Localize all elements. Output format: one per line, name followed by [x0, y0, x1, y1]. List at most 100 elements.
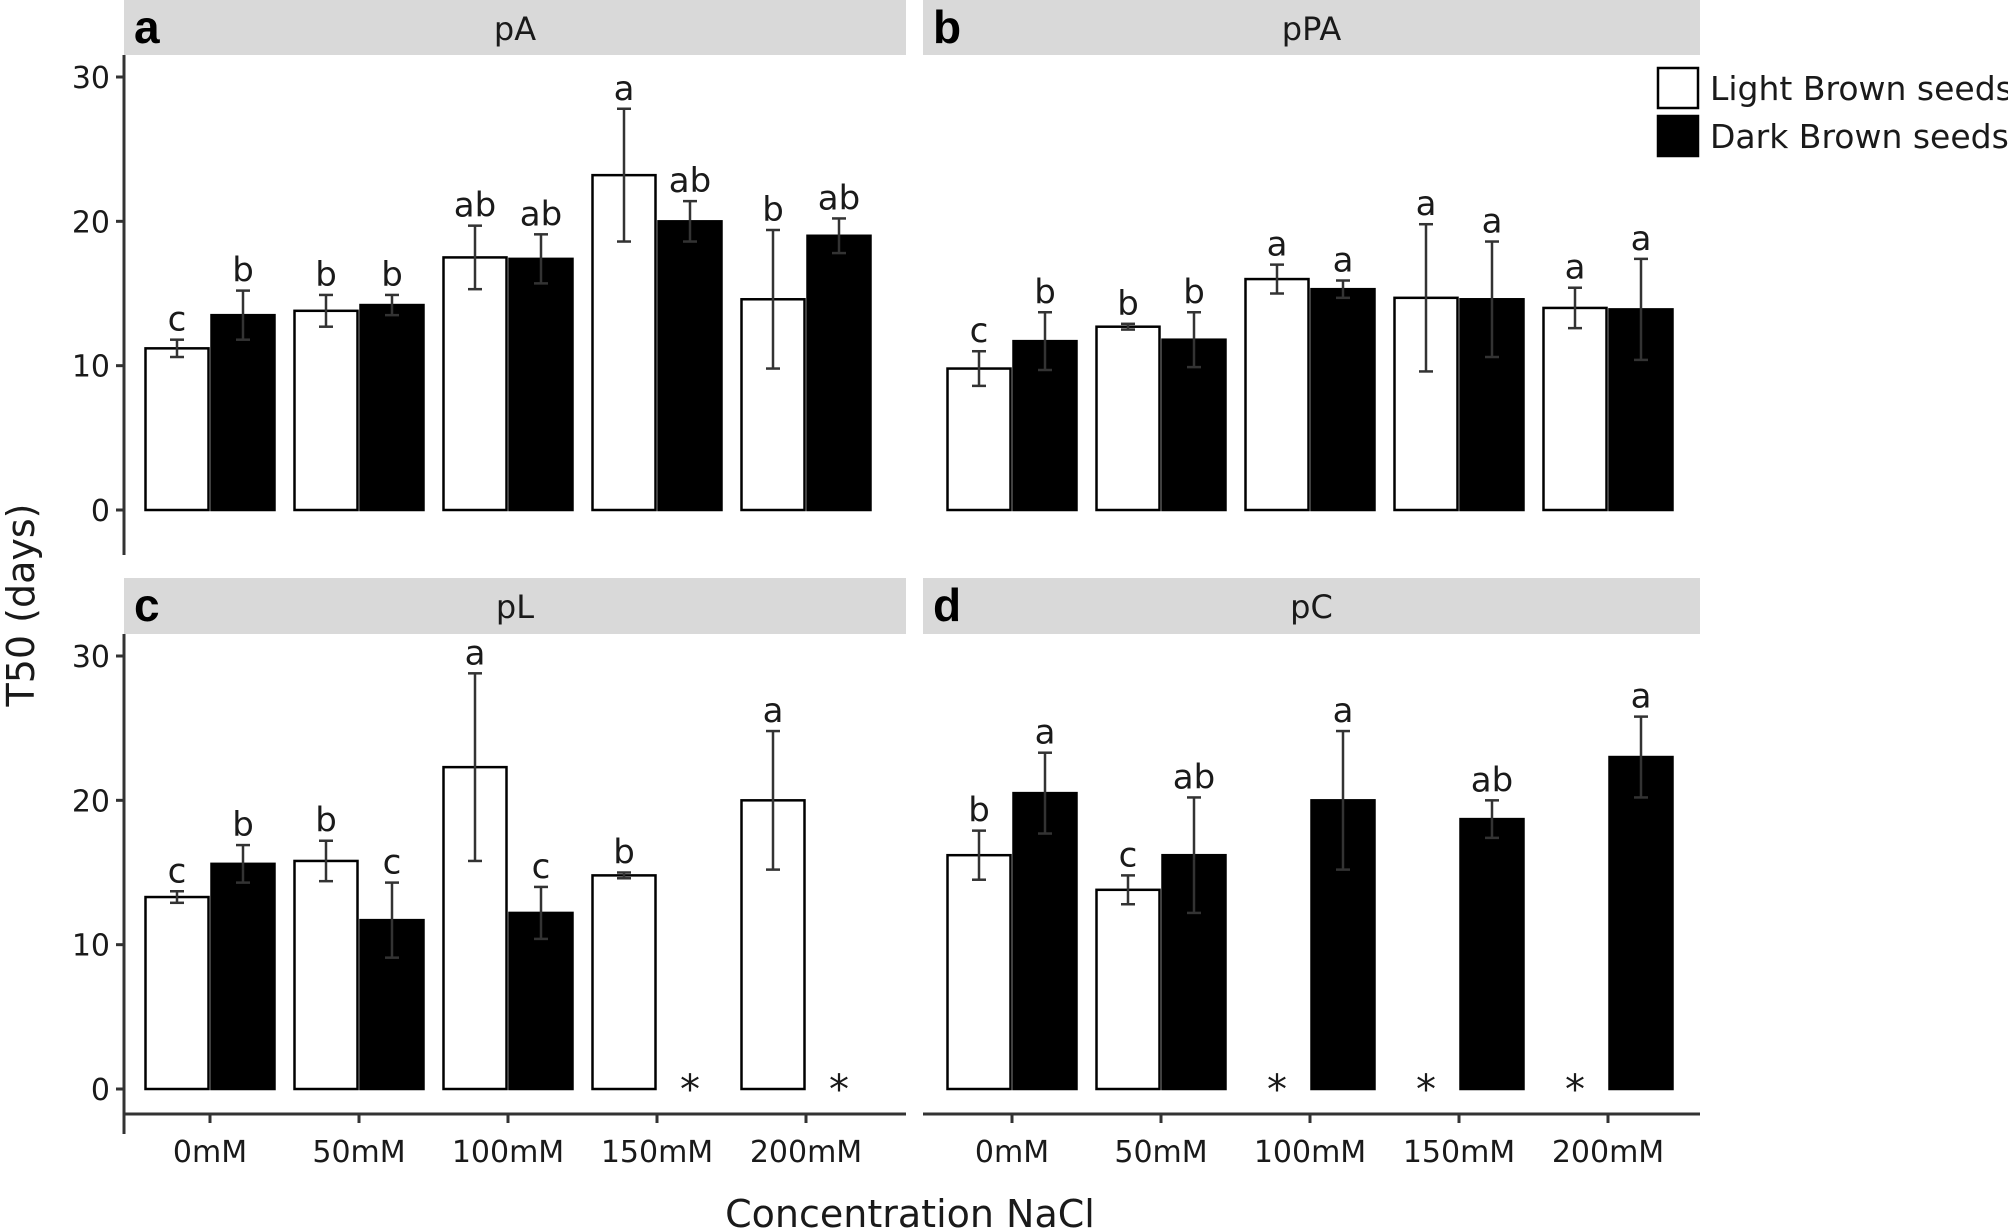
bar-dark: [210, 862, 276, 1091]
significance-label: c: [168, 851, 187, 891]
x-axis-title: Concentration NaCl: [725, 1192, 1095, 1232]
significance-label: a: [614, 69, 635, 109]
missing-marker: *: [1267, 1067, 1287, 1113]
bar-light: [946, 853, 1012, 1091]
strip-label: pL: [496, 588, 534, 626]
x-tick-label: 200mM: [750, 1135, 862, 1170]
bar-dark: [1012, 791, 1078, 1091]
panel-letter: a: [134, 1, 160, 53]
legend-swatch: [1656, 66, 1700, 110]
significance-label: c: [532, 847, 551, 887]
significance-label: a: [1333, 241, 1354, 281]
missing-marker: *: [829, 1067, 849, 1113]
significance-label: b: [315, 801, 337, 841]
significance-label: a: [1631, 677, 1652, 717]
x-tick-label: 150mM: [1403, 1135, 1515, 1170]
y-tick-label: 20: [72, 205, 110, 240]
strip-bg: [923, 0, 1700, 55]
bar-light: [442, 256, 508, 512]
y-axis-title: T50 (days): [0, 504, 43, 708]
y-tick-label: 0: [91, 1073, 110, 1108]
bar-light: [1095, 888, 1161, 1091]
legend-label: Light Brown seeds: [1710, 69, 2008, 108]
significance-label: ab: [1471, 760, 1513, 800]
y-tick-label: 10: [72, 350, 110, 385]
significance-label: c: [383, 843, 402, 883]
bar-light: [1542, 306, 1608, 512]
bar-dark: [210, 313, 276, 512]
significance-label: b: [1183, 272, 1205, 312]
significance-label: b: [232, 251, 254, 291]
x-tick-label: 150mM: [601, 1135, 713, 1170]
significance-label: b: [613, 833, 635, 873]
panel-letter: d: [933, 579, 961, 631]
significance-label: a: [465, 633, 486, 673]
strip-label: pPA: [1282, 10, 1342, 48]
strip-label: pC: [1290, 588, 1333, 626]
significance-label: b: [232, 805, 254, 845]
bar-dark: [657, 220, 723, 512]
x-tick-label: 100mM: [1254, 1135, 1366, 1170]
missing-marker: *: [680, 1067, 700, 1113]
significance-label: a: [1631, 219, 1652, 259]
bar-dark: [1608, 755, 1674, 1091]
x-tick-label: 50mM: [1114, 1135, 1207, 1170]
significance-label: c: [168, 300, 187, 340]
significance-label: ab: [520, 194, 562, 234]
significance-label: a: [1333, 691, 1354, 731]
x-tick-label: 50mM: [312, 1135, 405, 1170]
y-tick-label: 0: [91, 494, 110, 529]
significance-label: ab: [818, 178, 860, 218]
panel-b: b pPA c b b b a a a a a a: [923, 0, 1700, 512]
legend: Light Brown seeds Dark Brown seeds: [1656, 66, 2008, 158]
significance-label: c: [1119, 835, 1138, 875]
strip-label: pA: [494, 10, 536, 48]
significance-label: ab: [454, 186, 496, 226]
bar-light: [144, 347, 210, 512]
x-tick-label: 100mM: [452, 1135, 564, 1170]
significance-label: b: [1117, 284, 1139, 324]
panel-letter: c: [134, 579, 160, 631]
bar-dark: [1310, 287, 1376, 512]
significance-label: a: [1416, 184, 1437, 224]
bar-dark: [508, 911, 574, 1091]
significance-label: b: [968, 791, 990, 831]
legend-swatch: [1656, 114, 1700, 158]
significance-label: a: [1565, 248, 1586, 288]
significance-label: a: [1035, 713, 1056, 753]
bar-dark: [1459, 817, 1525, 1091]
y-tick-label: 30: [72, 640, 110, 675]
bar-dark: [508, 257, 574, 512]
missing-marker: *: [1565, 1067, 1585, 1113]
significance-label: b: [381, 255, 403, 295]
bar-light: [591, 874, 657, 1091]
significance-label: a: [1482, 202, 1503, 242]
significance-label: b: [762, 190, 784, 230]
y-tick-label: 30: [72, 61, 110, 96]
significance-label: c: [970, 311, 989, 351]
significance-label: b: [1034, 272, 1056, 312]
significance-label: b: [315, 255, 337, 295]
legend-label: Dark Brown seeds: [1710, 117, 2008, 156]
y-tick-label: 10: [72, 929, 110, 964]
x-tick-label: 0mM: [173, 1135, 247, 1170]
strip-bg: [923, 578, 1700, 634]
bar-light: [144, 895, 210, 1091]
significance-label: ab: [1173, 757, 1215, 797]
significance-label: a: [763, 691, 784, 731]
bar-light: [946, 367, 1012, 512]
panel-letter: b: [933, 1, 961, 53]
bar-dark: [806, 234, 872, 512]
missing-marker: *: [1416, 1067, 1436, 1113]
y-tick-label: 20: [72, 784, 110, 819]
bar-dark: [1161, 853, 1227, 1091]
strip-bg: [124, 578, 906, 634]
bar-light: [1095, 325, 1161, 512]
significance-label: a: [1267, 225, 1288, 265]
bar-dark: [359, 303, 425, 512]
panel-c: c pL 0 10 20 30 c b 0mM b c 50mM a c 100mM b * 150mM a * 200…: [72, 578, 906, 1170]
